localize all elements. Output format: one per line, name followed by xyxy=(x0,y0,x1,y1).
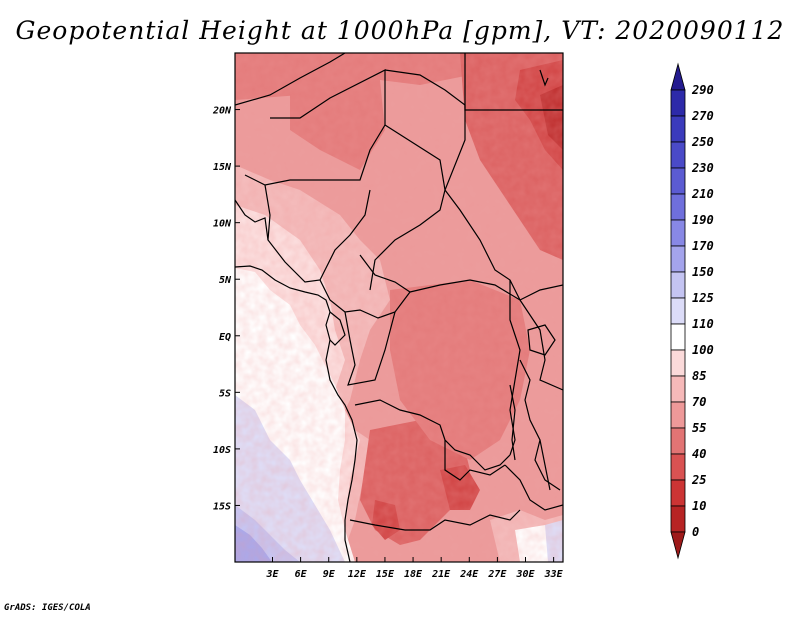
coastline xyxy=(235,265,358,562)
border-car xyxy=(409,279,563,301)
colorbar-level-label: 170 xyxy=(692,239,714,253)
colorbar-level-label: 110 xyxy=(692,317,714,331)
river-nile xyxy=(539,69,549,87)
x-tick-label: 18E xyxy=(404,569,423,580)
colorbar-segment xyxy=(670,245,686,273)
lake-victoria xyxy=(527,324,556,356)
map-area[interactable] xyxy=(235,53,563,562)
colorbar-level-label: 70 xyxy=(692,395,706,409)
y-axis: 20N 15N 10N 5N EQ 5S 10S 15S xyxy=(212,106,240,512)
colorbar-level-label: 100 xyxy=(692,343,714,357)
border-east-lakes xyxy=(519,359,561,491)
x-tick-label: 6E xyxy=(295,569,308,580)
lake-tanganyika xyxy=(509,384,516,461)
colorbar-segment xyxy=(670,401,686,429)
x-tick-label: 9E xyxy=(323,569,336,580)
colorbar-segment xyxy=(670,271,686,299)
colorbar-segment xyxy=(670,115,686,143)
colorbar-segment xyxy=(670,375,686,403)
x-tick-label: 21E xyxy=(431,569,451,580)
colorbar-level-label: 230 xyxy=(691,161,714,175)
colorbar-level-label: 125 xyxy=(692,291,714,305)
colorbar-level-label: 40 xyxy=(692,447,706,461)
x-tick-label: 24E xyxy=(459,569,479,580)
colorbar-segment xyxy=(670,505,686,533)
colorbar-segment xyxy=(670,167,686,195)
y-tick-label: 10N xyxy=(213,219,232,230)
chart-title: Geopotential Height at 1000hPa [gpm], VT… xyxy=(15,16,785,45)
colorbar-segment xyxy=(670,427,686,455)
border-congo xyxy=(344,311,396,386)
colorbar-segment xyxy=(670,89,686,117)
x-tick-label: 27E xyxy=(487,569,507,580)
colorbar-segment xyxy=(670,141,686,169)
colorbar-segment xyxy=(670,479,686,507)
border-burkina xyxy=(235,199,269,241)
x-tick-label: 15E xyxy=(376,569,395,580)
colorbar-segment xyxy=(670,323,686,351)
colorbar-level-label: 250 xyxy=(691,135,714,149)
border-mozambique xyxy=(504,464,563,511)
x-axis: 3E 6E 9E 12E 15E 18E 21E 24E 27E 30E 33E xyxy=(265,557,564,580)
colorbar-segment xyxy=(670,62,686,91)
border-angola-south xyxy=(349,509,521,531)
colorbar-segment xyxy=(670,193,686,221)
border-east xyxy=(509,280,521,456)
border-niger xyxy=(244,69,386,186)
colorbar-level-label: 55 xyxy=(692,421,706,435)
country-borders xyxy=(235,53,563,562)
x-tick-label: 3E xyxy=(265,569,279,580)
x-tick-label: 30E xyxy=(515,569,535,580)
y-tick-label: 10S xyxy=(213,445,231,456)
border-zambia xyxy=(444,440,506,481)
border-sahara xyxy=(235,53,346,106)
colorbar-segment xyxy=(670,453,686,481)
border-gabon xyxy=(329,311,346,346)
colorbar-level-label: 10 xyxy=(692,499,706,513)
colorbar-level-label: 190 xyxy=(692,213,714,227)
border-kenya-uganda xyxy=(519,299,563,391)
map-frame xyxy=(234,52,564,563)
x-tick-label: 33E xyxy=(544,569,564,580)
y-tick-label: 15S xyxy=(213,501,231,512)
colorbar-segment xyxy=(670,297,686,325)
border-chad xyxy=(369,124,446,291)
border-sudan xyxy=(444,110,521,301)
colorbar-level-label: 85 xyxy=(692,369,706,383)
border-nigeria xyxy=(264,184,371,283)
colorbar-level-label: 210 xyxy=(691,187,714,201)
colorbar-level-label: 25 xyxy=(691,473,706,487)
border-cameroon xyxy=(319,254,411,319)
colorbar-segment xyxy=(670,531,686,560)
y-tick-label: 15N xyxy=(213,162,232,173)
colorbar[interactable] xyxy=(670,62,686,560)
x-tick-label: 12E xyxy=(348,569,367,580)
grads-credit: GrADS: IGES/COLA xyxy=(4,603,91,613)
colorbar-level-label: 150 xyxy=(692,265,714,279)
lake-malawi xyxy=(539,439,551,491)
colorbar-labels: 2902702502302101901701501251101008570554… xyxy=(691,83,714,539)
colorbar-level-label: 270 xyxy=(691,109,714,123)
y-tick-label: 5N xyxy=(219,275,232,286)
colorbar-segment xyxy=(670,219,686,247)
colorbar-level-label: 0 xyxy=(692,525,699,539)
colorbar-level-label: 290 xyxy=(691,83,714,97)
y-tick-label: 5S xyxy=(219,388,231,399)
colorbar-segment xyxy=(670,349,686,377)
y-tick-label: EQ xyxy=(219,332,231,343)
y-tick-label: 20N xyxy=(212,106,232,117)
